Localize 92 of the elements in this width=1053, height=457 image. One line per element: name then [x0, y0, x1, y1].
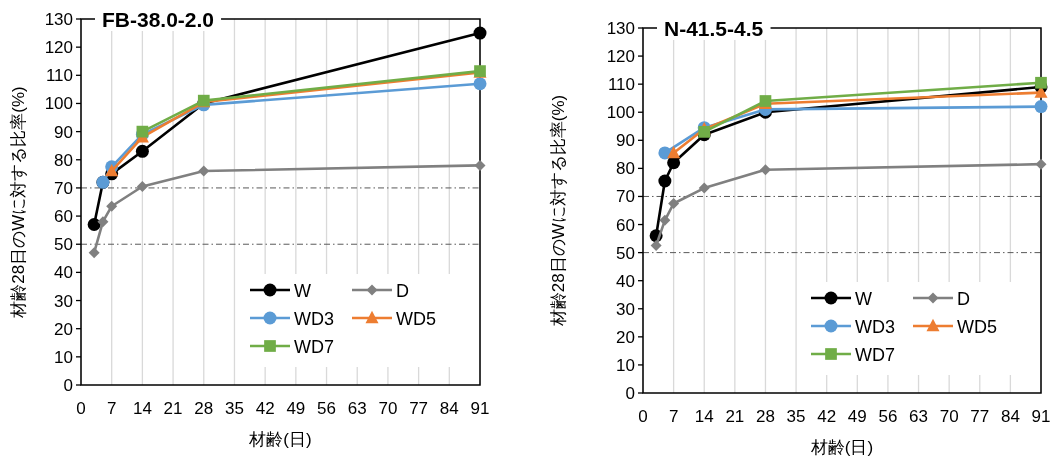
- y-tick-label: 0: [63, 376, 73, 395]
- chart-title: FB-38.0-2.0: [102, 8, 215, 31]
- legend-label: D: [396, 281, 409, 301]
- legend-label: WD5: [957, 317, 997, 337]
- y-tick-label: 40: [616, 271, 635, 291]
- x-tick-label: 14: [132, 399, 152, 418]
- y-tick-label: 50: [616, 243, 635, 263]
- y-tick-label: 110: [607, 75, 635, 95]
- y-tick-label: 100: [606, 103, 635, 123]
- y-tick-label: 100: [44, 94, 73, 114]
- y-tick-label: 20: [616, 327, 635, 347]
- point: [97, 216, 109, 228]
- x-tick-label: 91: [1031, 407, 1051, 426]
- y-tick-label: 20: [54, 319, 73, 339]
- legend-label: W: [855, 289, 872, 309]
- y-axis-title: 材齢28日のWに対する比率(%): [9, 86, 28, 319]
- x-tick-label: 56: [317, 399, 336, 418]
- x-tick-label: 0: [76, 399, 86, 418]
- y-tick-label: 30: [616, 299, 635, 319]
- y-tick-label: 40: [54, 263, 73, 283]
- legend-label: W: [294, 281, 311, 301]
- x-tick-label: 56: [878, 407, 898, 426]
- y-tick-label: 80: [54, 150, 73, 170]
- y-tick-label: 130: [44, 10, 73, 29]
- x-tick-label: 42: [255, 399, 275, 418]
- y-tick-label: 70: [54, 178, 73, 198]
- x-tick-label: 0: [638, 407, 648, 426]
- point: [473, 26, 487, 40]
- y-tick-label: 120: [606, 47, 635, 67]
- point: [759, 164, 771, 176]
- point: [668, 197, 680, 209]
- point: [1035, 76, 1047, 89]
- y-tick-label: 90: [54, 122, 73, 142]
- x-tick-label: 77: [409, 399, 429, 418]
- legend-label: D: [957, 289, 970, 309]
- x-tick-label: 21: [163, 399, 183, 418]
- point: [135, 144, 149, 158]
- y-tick-label: 30: [54, 291, 73, 311]
- point: [136, 181, 148, 193]
- legend-label: WD3: [294, 309, 334, 329]
- point: [667, 145, 681, 159]
- x-axis-title: 材齢(日): [809, 438, 874, 457]
- x-tick-label: 21: [725, 407, 745, 426]
- x-tick-label: 70: [378, 399, 398, 418]
- point: [698, 126, 711, 138]
- point: [473, 77, 487, 91]
- x-tick-label: 63: [347, 399, 367, 418]
- x-tick-label: 49: [286, 399, 306, 418]
- point: [88, 247, 100, 259]
- legend-label: WD7: [294, 337, 334, 357]
- point: [659, 214, 671, 226]
- y-tick-label: 60: [616, 215, 635, 235]
- y-axis-title: 材齢28日のWに対する比率(%): [549, 94, 568, 328]
- x-tick-label: 35: [786, 407, 806, 426]
- point: [87, 218, 101, 232]
- point: [474, 159, 486, 171]
- y-tick-label: 110: [45, 66, 73, 86]
- x-axis-title: 材齢(日): [248, 430, 312, 449]
- y-tick-label: 10: [54, 347, 73, 367]
- x-tick-label: 35: [225, 399, 244, 418]
- point: [106, 200, 118, 212]
- x-tick-label: 63: [909, 407, 928, 426]
- point: [698, 182, 710, 194]
- y-tick-label: 50: [54, 235, 73, 255]
- y-tick-label: 60: [54, 207, 73, 227]
- x-tick-label: 7: [106, 399, 117, 418]
- x-tick-label: 77: [970, 407, 990, 426]
- y-tick-label: 120: [44, 38, 73, 58]
- x-tick-label: 7: [668, 407, 679, 426]
- y-tick-label: 80: [616, 159, 635, 179]
- x-tick-label: 84: [1000, 407, 1020, 426]
- x-tick-label: 49: [847, 407, 867, 426]
- legend-label: WD7: [855, 345, 895, 365]
- legend-label: WD3: [855, 317, 895, 337]
- point: [1034, 100, 1048, 114]
- point: [650, 240, 662, 252]
- x-tick-label: 84: [439, 399, 459, 418]
- y-tick-label: 90: [616, 131, 635, 151]
- x-tick-label: 28: [756, 407, 775, 426]
- point: [658, 174, 672, 188]
- y-tick-label: 70: [616, 187, 635, 207]
- point: [1035, 158, 1047, 170]
- x-tick-label: 14: [694, 407, 714, 426]
- legend-label: WD5: [396, 309, 436, 329]
- y-tick-label: 130: [606, 19, 635, 38]
- y-tick-label: 10: [616, 355, 635, 375]
- x-tick-label: 28: [194, 399, 214, 418]
- chart-title: N-41.5-4.5: [664, 17, 764, 40]
- x-tick-label: 70: [939, 407, 959, 426]
- x-tick-label: 42: [817, 407, 837, 426]
- x-tick-label: 91: [470, 399, 490, 418]
- y-tick-label: 0: [625, 384, 635, 403]
